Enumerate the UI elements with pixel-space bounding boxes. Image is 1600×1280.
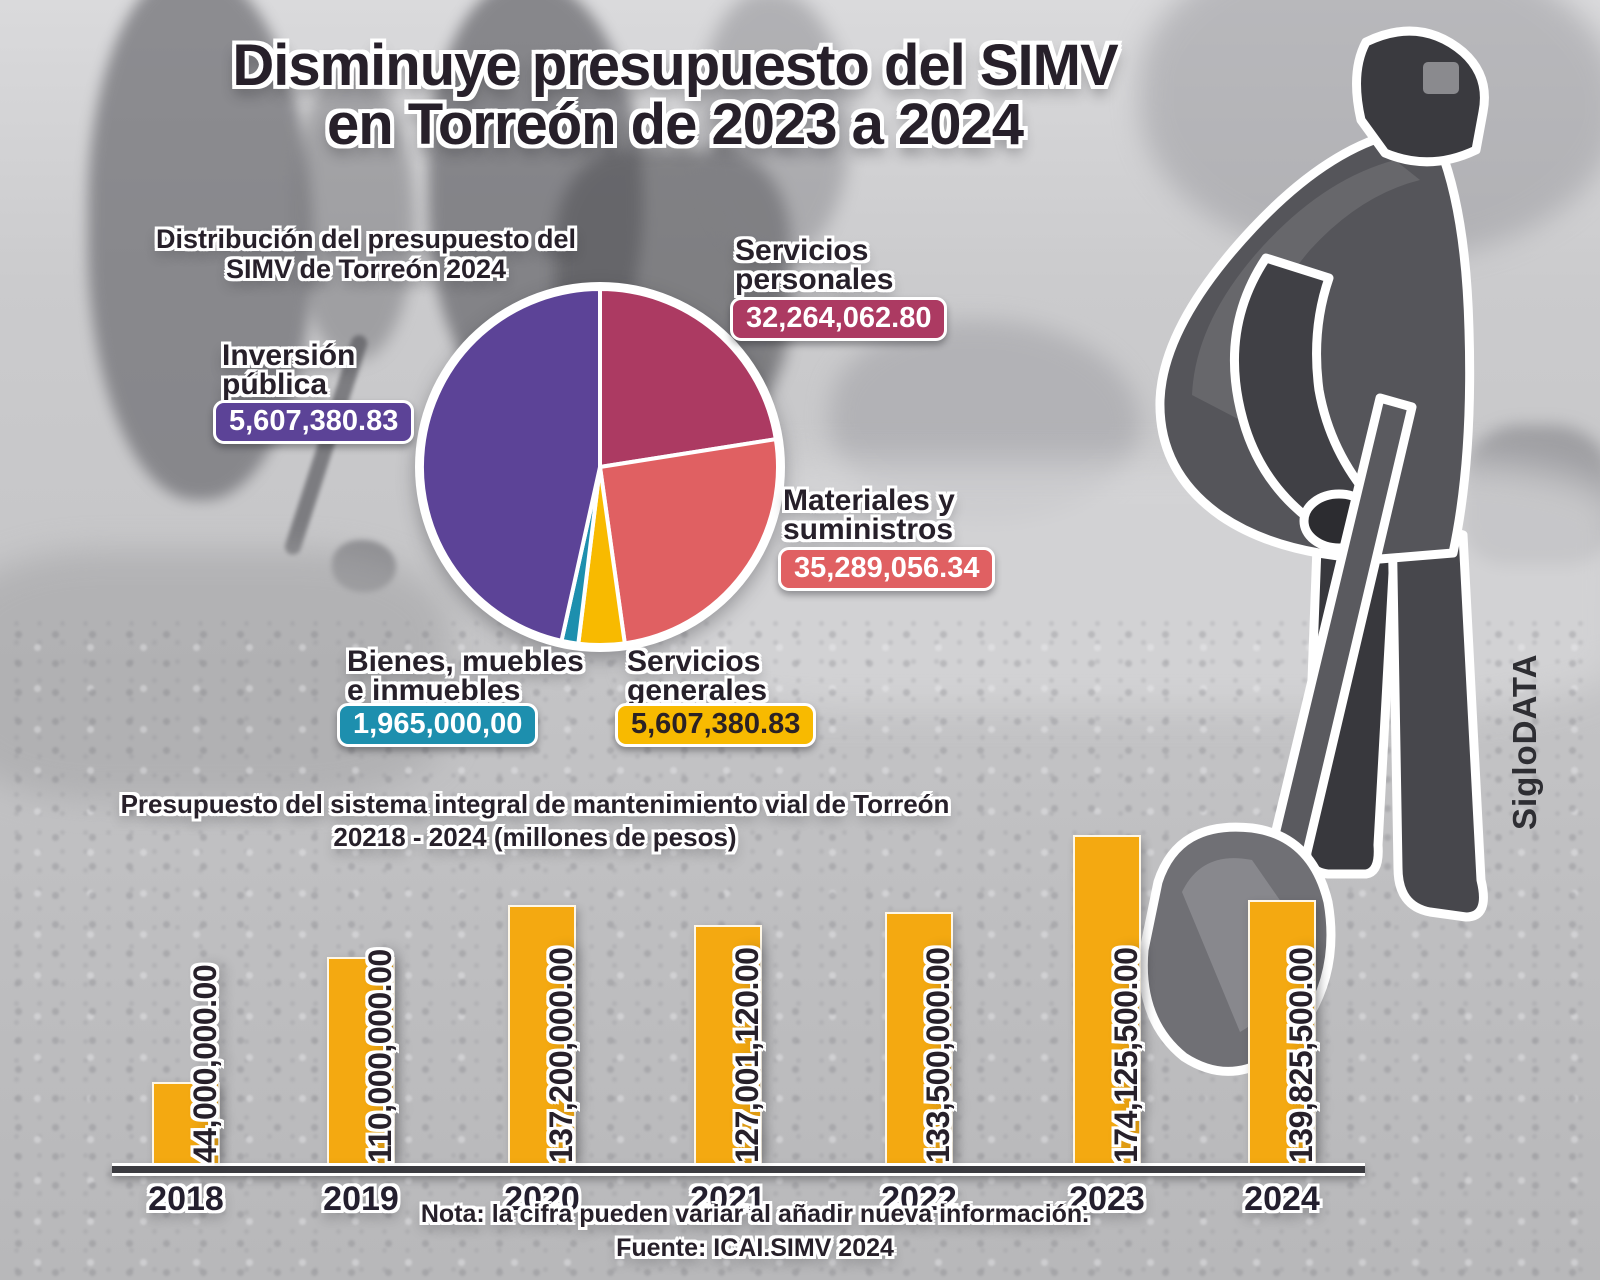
callout-materiales-suministros: Materiales y suministros: [783, 484, 955, 546]
bar-value-2023: 174,125,500.00: [1108, 947, 1144, 1163]
callout-servicios-personales: Servicios personales: [735, 234, 894, 296]
callout-label: e inmuebles: [347, 673, 521, 707]
axis-label-2020: 2020: [504, 1180, 580, 1218]
background-worker-left-arm: [295, 70, 415, 360]
pie-chart-title-line2: SIMV de Torreón 2024: [225, 254, 507, 285]
bar-value-2019: 110,000,000.00: [362, 949, 398, 1163]
callout-label: Servicios: [627, 645, 761, 678]
callout-inversion-publica: Inversión pública: [222, 339, 356, 401]
axis-label-2022: 2022: [881, 1180, 957, 1218]
bar-2021: [694, 925, 762, 1166]
callout-label: personales: [735, 262, 894, 296]
callout-label: generales: [627, 673, 768, 707]
callout-label: Materiales y: [783, 484, 955, 517]
badge-bienes-muebles: 1,965,000,00: [337, 703, 539, 747]
bar-value-2018: 44,000,000.00: [187, 964, 223, 1163]
footer: Nota: la cifra pueden variar al añadir n…: [155, 1198, 1355, 1266]
pie-chart-title-line1: Distribución del presupuesto del: [155, 224, 577, 254]
bar-value-2022: 133,500,000.00: [920, 947, 956, 1163]
bar-value-2021: 127,001,120.00: [729, 947, 765, 1163]
page-title-line1: Disminuye presupuesto del SIMV: [232, 33, 1118, 98]
callout-bienes-muebles: Bienes, muebles e inmuebles: [347, 645, 584, 707]
bar-2019: [327, 957, 395, 1166]
axis-label-2019: 2019: [323, 1180, 399, 1218]
bar-2018: [152, 1082, 220, 1166]
page-title-line2: en Torreón de 2023 a 2024: [326, 92, 1024, 158]
callout-label: suministros: [783, 512, 954, 546]
pie-slice-servicios-personales: [598, 287, 778, 469]
pie-slice-inversion-publica: [419, 287, 602, 643]
pie-chart: [408, 275, 792, 659]
axis-label-2024: 2024: [1244, 1180, 1320, 1218]
bar-2023: [1073, 835, 1141, 1166]
pie-chart-title: Distribución del presupuesto del SIMV de…: [136, 224, 596, 284]
bar-value-2024: 139,825,500.00: [1283, 947, 1319, 1163]
bar-chart-title: Presupuesto del sistema integral de mant…: [110, 788, 960, 853]
background-pole: [700, 0, 850, 260]
badge-inversion-publica: 5,607,380.83: [213, 400, 415, 444]
bar-chart-title-line1: Presupuesto del sistema integral de mant…: [120, 789, 950, 819]
axis-label-2018: 2018: [148, 1180, 224, 1218]
bar-2020: [508, 905, 576, 1166]
callout-label: Bienes, muebles: [347, 645, 584, 678]
bar-2022: [885, 912, 953, 1166]
page-title: Disminuye presupuesto del SIMV en Torreó…: [60, 36, 1290, 154]
badge-servicios-personales: 32,264,062.80: [730, 297, 948, 341]
axis-label-2023: 2023: [1069, 1180, 1145, 1218]
bar-value-2020: 137,200,000.00: [543, 947, 579, 1163]
axis-label-2021: 2021: [690, 1180, 766, 1218]
badge-materiales-suministros: 35,289,056.34: [778, 547, 996, 591]
callout-label: pública: [222, 367, 328, 401]
badge-servicios-generales: 5,607,380.83: [615, 703, 817, 747]
callout-label: Inversión: [222, 339, 356, 372]
bar-chart-title-line2: 20218 - 2024 (millones de pesos): [333, 821, 737, 852]
brand-siglodata: SigloDATA: [1506, 653, 1543, 830]
pie-slice-materiales-suministros: [598, 437, 780, 646]
background-pothole: [0, 550, 450, 800]
callout-label: Servicios: [735, 234, 869, 267]
x-axis-line: [112, 1163, 1365, 1176]
callout-servicios-generales: Servicios generales: [627, 645, 768, 707]
footer-source: Fuente: ICAI.SIMV 2024: [616, 1233, 894, 1262]
footer-note: Nota: la cifra pueden variar al añadir n…: [420, 1200, 1090, 1228]
